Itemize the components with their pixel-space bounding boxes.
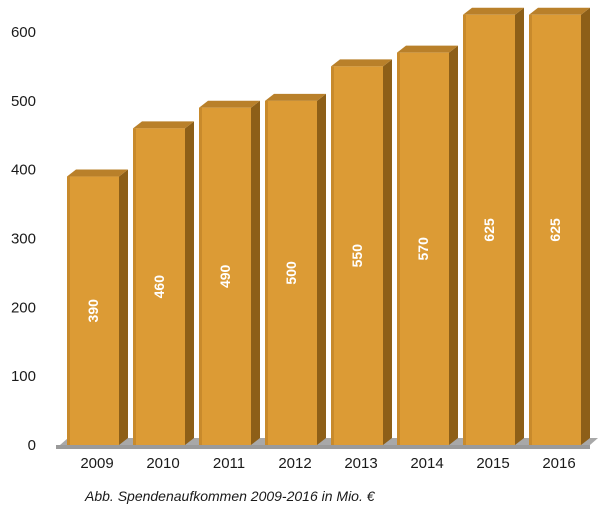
bar-edge <box>331 66 334 446</box>
x-tick-label: 2016 <box>542 455 575 472</box>
bar-edge <box>397 52 400 446</box>
bar-front <box>199 107 251 445</box>
bar-edge <box>133 128 136 445</box>
bar-top <box>529 7 590 15</box>
bar-value-label: 550 <box>349 244 365 268</box>
bar-value-label: 625 <box>481 218 497 242</box>
bars: 390 460 490 500 550 570 625 625 <box>67 7 590 446</box>
bar-2013: 550 <box>331 59 392 446</box>
x-tick-label: 2009 <box>80 455 113 472</box>
bar-side <box>515 7 524 446</box>
bar-edge <box>67 176 70 446</box>
bar-edge <box>463 14 466 446</box>
bar-edge <box>199 107 202 445</box>
y-tick-label: 300 <box>11 231 36 248</box>
bar-side <box>185 121 194 445</box>
bar-top <box>397 45 458 53</box>
y-tick-label: 400 <box>11 162 36 179</box>
bar-front <box>463 14 515 446</box>
bar-value-label: 460 <box>151 275 167 299</box>
x-tick-label: 2010 <box>146 455 179 472</box>
y-axis-ticks: 0 100 200 300 400 500 600 <box>11 24 36 454</box>
bar-2010: 460 <box>133 121 194 445</box>
bar-front <box>133 128 185 445</box>
bar-front <box>529 14 581 446</box>
bar-value-label: 500 <box>283 261 299 285</box>
bar-top <box>199 100 260 108</box>
bar-front <box>67 176 119 446</box>
y-tick-label: 600 <box>11 24 36 41</box>
bar-top <box>265 93 326 101</box>
x-tick-label: 2013 <box>344 455 377 472</box>
bar-front <box>397 52 449 446</box>
y-tick-label: 100 <box>11 368 36 385</box>
bar-front <box>331 66 383 446</box>
bar-value-label: 390 <box>85 299 101 323</box>
x-tick-label: 2011 <box>213 455 245 472</box>
floor-front <box>56 445 590 449</box>
bar-top <box>67 169 128 177</box>
bar-side <box>317 93 326 445</box>
bar-front <box>265 100 317 445</box>
bar-2014: 570 <box>397 45 458 446</box>
bar-2011: 490 <box>199 100 260 445</box>
y-tick-label: 0 <box>28 437 36 454</box>
bar-side <box>383 59 392 446</box>
chart-caption: Abb. Spendenaufkommen 2009-2016 in Mio. … <box>85 488 375 504</box>
bar-2015: 625 <box>463 7 524 446</box>
bar-value-label: 490 <box>217 264 233 288</box>
x-tick-label: 2012 <box>278 455 311 472</box>
bar-2016: 625 <box>529 7 590 446</box>
bar-value-label: 570 <box>415 237 431 261</box>
bar-edge <box>265 100 268 445</box>
x-tick-label: 2014 <box>410 455 443 472</box>
bar-top <box>133 121 194 129</box>
bar-side <box>581 7 590 446</box>
bar-2009: 390 <box>67 169 128 446</box>
y-tick-label: 500 <box>11 93 36 110</box>
bar-side <box>251 100 260 445</box>
bar-edge <box>529 14 532 446</box>
y-tick-label: 200 <box>11 299 36 316</box>
bar-2012: 500 <box>265 93 326 445</box>
bar-top <box>331 59 392 67</box>
x-axis-ticks: 2009 2010 2011 2012 2013 2014 2015 2016 <box>80 455 575 472</box>
bar-top <box>463 7 524 15</box>
bar-side <box>119 169 128 446</box>
bar-side <box>449 45 458 446</box>
bar-value-label: 625 <box>547 218 563 242</box>
x-tick-label: 2015 <box>476 455 509 472</box>
